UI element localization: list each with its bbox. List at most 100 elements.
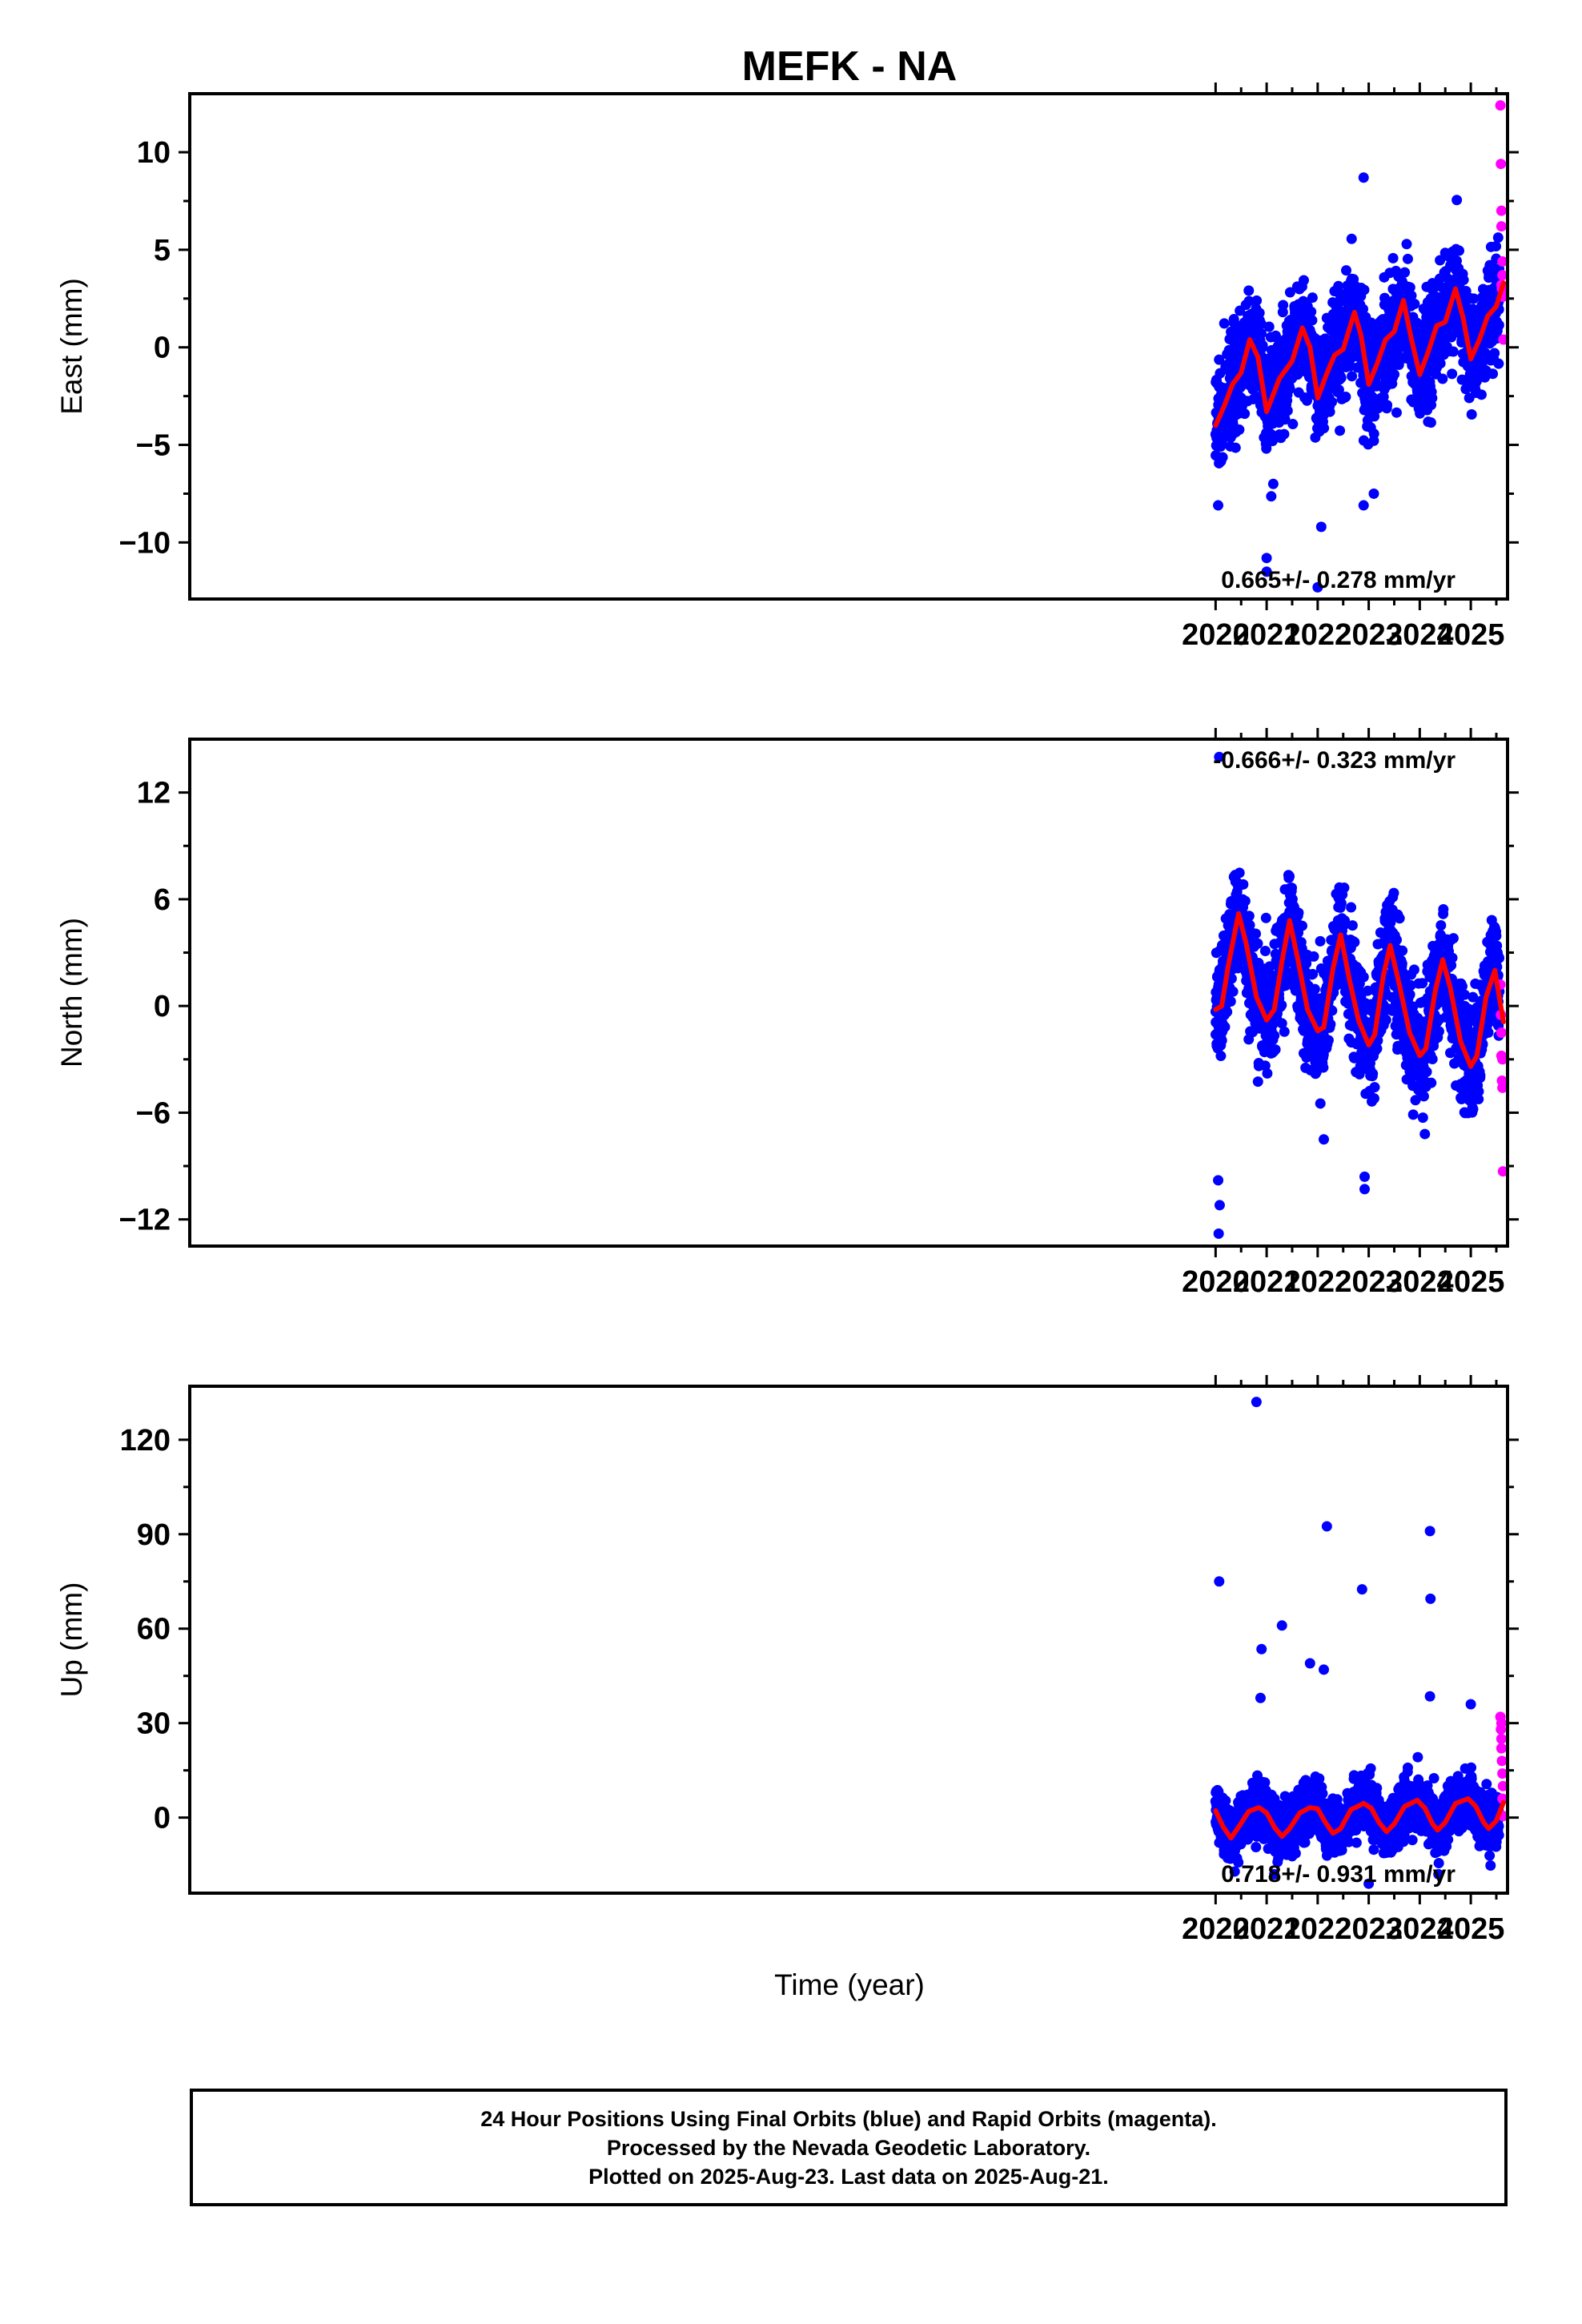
final-orbit-point	[1327, 1005, 1338, 1016]
final-orbit-point	[1473, 1086, 1484, 1097]
final-orbit-point	[1369, 1082, 1380, 1093]
daily-positions	[1210, 751, 1506, 1239]
final-orbit-point	[1347, 371, 1358, 382]
final-orbit-point	[1404, 989, 1415, 1000]
final-orbit-point	[1308, 951, 1319, 962]
final-orbit-point	[1266, 491, 1277, 502]
y-axis-label: Up (mm)	[55, 1582, 88, 1698]
final-orbit-point	[1405, 979, 1416, 991]
final-orbit-outlier	[1213, 1228, 1224, 1239]
rapid-orbit-point	[1496, 205, 1506, 216]
final-orbit-point	[1456, 981, 1468, 992]
final-orbit-point	[1270, 1044, 1281, 1055]
y-tick-label: 0	[154, 332, 171, 365]
final-orbit-point	[1255, 319, 1267, 330]
final-orbit-point	[1341, 265, 1352, 276]
rapid-orbit-point	[1497, 256, 1506, 267]
final-orbit-point	[1282, 405, 1293, 416]
final-orbit-point	[1489, 348, 1500, 359]
y-tick-label: 12	[137, 777, 171, 810]
final-orbit-point	[1397, 967, 1408, 978]
y-tick-label: −10	[119, 526, 171, 560]
final-orbit-point	[1493, 358, 1504, 369]
rapid-orbit-point	[1497, 1082, 1506, 1093]
final-orbit-point	[1333, 280, 1344, 292]
final-orbit-outlier	[1358, 172, 1369, 183]
final-orbit-point	[1468, 991, 1479, 1003]
final-orbit-point	[1358, 971, 1369, 983]
y-tick-label: −6	[136, 1096, 171, 1130]
y-axis-label: North (mm)	[55, 918, 88, 1068]
final-orbit-point	[1492, 232, 1504, 243]
y-tick-label: 0	[154, 990, 171, 1023]
x-tick-label: 2023	[1335, 618, 1403, 652]
final-orbit-point	[1244, 919, 1255, 931]
final-orbit-point	[1447, 952, 1458, 963]
final-orbit-point	[1339, 883, 1350, 894]
x-tick-label: 2020	[1182, 1265, 1250, 1299]
final-orbit-point	[1318, 1062, 1329, 1073]
final-orbit-point	[1468, 293, 1480, 304]
final-orbit-point	[1368, 428, 1379, 440]
final-orbit-point	[1340, 391, 1351, 402]
x-tick-label: 2022	[1284, 618, 1352, 652]
final-orbit-point	[1346, 233, 1357, 244]
final-orbit-point	[1379, 292, 1391, 304]
final-orbit-point	[1335, 425, 1346, 436]
rapid-orbit-point	[1496, 221, 1506, 232]
final-orbit-point	[1362, 985, 1373, 996]
final-orbit-point	[1234, 424, 1245, 436]
final-orbit-point	[1217, 452, 1228, 463]
y-tick-label: 5	[154, 234, 171, 267]
final-orbit-point	[1215, 1051, 1227, 1062]
final-orbit-point	[1417, 978, 1428, 989]
final-orbit-point	[1347, 920, 1358, 931]
x-tick-label: 2020	[1182, 618, 1250, 652]
final-orbit-point	[1222, 1007, 1233, 1018]
final-orbit-point	[1279, 428, 1290, 440]
final-orbit-point	[1435, 920, 1447, 931]
final-orbit-point	[1427, 392, 1438, 404]
final-orbit-point	[1435, 358, 1446, 369]
final-orbit-point	[1251, 295, 1263, 306]
model-fit-line	[1213, 280, 1506, 428]
final-orbit-point	[1417, 1112, 1428, 1124]
final-orbit-point	[1335, 372, 1347, 384]
final-orbit-point	[1314, 1773, 1325, 1784]
final-orbit-point	[1494, 952, 1505, 963]
final-orbit-point	[1452, 195, 1463, 206]
y-axis-label: East (mm)	[55, 278, 88, 415]
final-orbit-point	[1475, 1070, 1486, 1081]
final-orbit-outlier	[1214, 751, 1225, 762]
final-orbit-point	[1256, 328, 1267, 339]
final-orbit-point	[1397, 945, 1408, 956]
final-orbit-point	[1404, 282, 1415, 293]
y-tick-label: 6	[154, 883, 171, 917]
final-orbit-point	[1319, 423, 1330, 434]
final-orbit-point	[1433, 1026, 1444, 1037]
final-orbit-point	[1327, 396, 1338, 408]
final-orbit-outlier	[1319, 1134, 1330, 1145]
final-orbit-point	[1425, 417, 1436, 428]
x-tick-label: 2021	[1233, 1265, 1301, 1299]
final-orbit-point	[1380, 1015, 1391, 1026]
x-tick-label: 2021	[1233, 1912, 1301, 1946]
final-orbit-point	[1254, 308, 1265, 319]
rapid-orbit-point	[1496, 159, 1506, 170]
final-orbit-point	[1239, 408, 1251, 420]
final-orbit-outlier	[1213, 500, 1224, 511]
final-orbit-point	[1266, 969, 1277, 980]
final-orbit-outlier	[1214, 1200, 1225, 1211]
final-orbit-outlier	[1312, 581, 1323, 593]
final-orbit-point	[1278, 300, 1289, 311]
rapid-orbit-point	[1495, 100, 1506, 111]
final-orbit-point	[1260, 912, 1271, 923]
final-orbit-point	[1483, 1027, 1494, 1038]
final-orbit-point	[1220, 1795, 1231, 1806]
final-orbit-point	[1349, 936, 1360, 947]
final-orbit-point	[1343, 1836, 1355, 1848]
final-orbit-point	[1259, 946, 1271, 957]
final-orbit-outlier	[1315, 521, 1327, 533]
